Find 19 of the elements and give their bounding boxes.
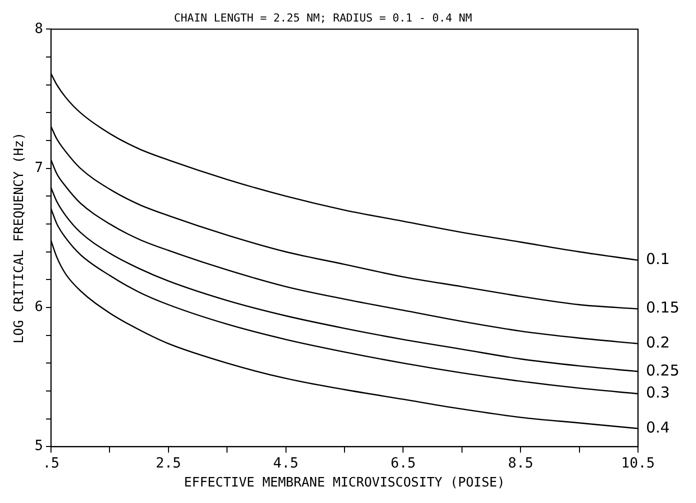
y-tick-label: 5 (34, 438, 44, 454)
series-label: 0.1 (646, 250, 670, 268)
chart-title: CHAIN LENGTH = 2.25 NM; RADIUS = 0.1 - 0.4 NM (174, 11, 472, 24)
x-tick-label: 8.5 (508, 456, 534, 472)
x-tick-label: 4.5 (273, 456, 298, 472)
series-label: 0.3 (646, 384, 670, 402)
series-label: 0.25 (646, 361, 680, 380)
x-axis-title: EFFECTIVE MEMBRANE MICROVISCOSITY (POISE) (184, 476, 505, 491)
series-label: 0.4 (646, 418, 670, 436)
y-axis-title: LOG CRITICAL FREQUENCY (Hz) (12, 132, 28, 344)
x-tick-label: .5 (42, 456, 60, 472)
y-tick-label: 8 (34, 20, 44, 37)
series-label: 0.15 (646, 298, 680, 317)
y-tick-label: 6 (34, 299, 44, 316)
x-tick-label: 10.5 (621, 456, 655, 472)
x-tick-label: 2.5 (156, 456, 182, 472)
x-tick-label: 6.5 (390, 456, 416, 472)
series-label: 0.2 (646, 334, 670, 352)
y-tick-label: 7 (34, 160, 44, 176)
